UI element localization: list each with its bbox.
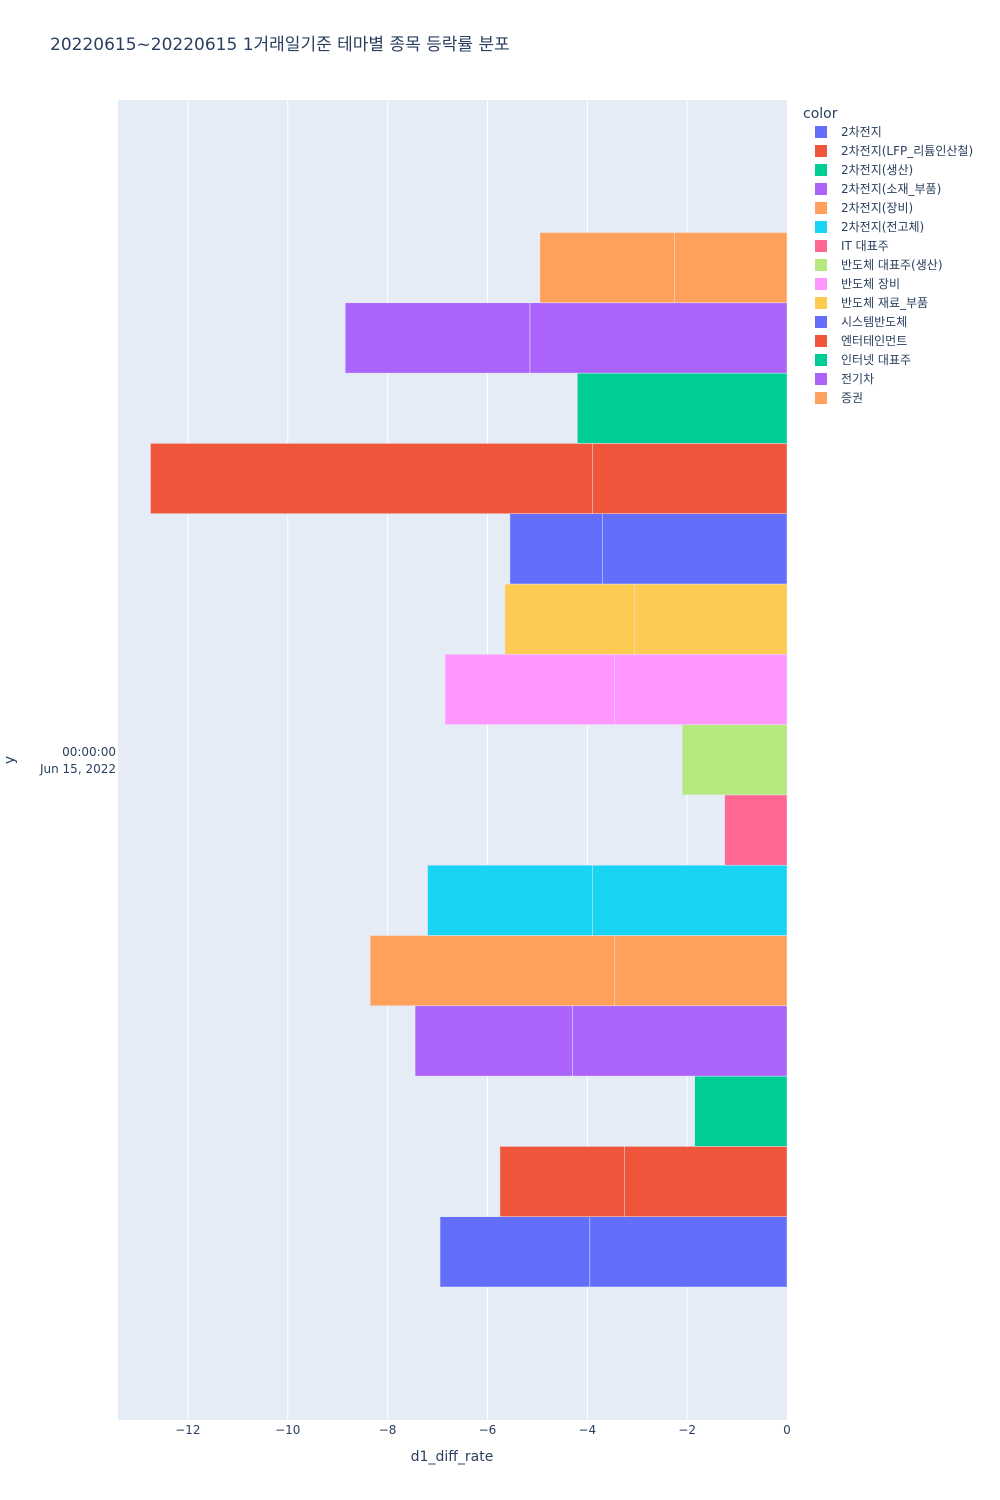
y-tick-time: 00:00:00 <box>62 745 116 759</box>
bar-segment[interactable] <box>724 794 788 866</box>
legend-item-label[interactable]: 반도체 대표주(생산) <box>841 258 943 272</box>
bar-segment[interactable] <box>369 935 616 1007</box>
bar-segment[interactable] <box>592 864 788 936</box>
x-tick-label: −4 <box>578 1423 596 1437</box>
bar-segment[interactable] <box>674 232 788 304</box>
legend-swatch[interactable] <box>815 183 827 195</box>
bar-segment[interactable] <box>414 1005 573 1077</box>
legend-item-label[interactable]: 2차전지 <box>841 125 882 139</box>
legend-item-label[interactable]: 증권 <box>841 391 863 405</box>
legend-item-label[interactable]: 전기차 <box>841 372 874 386</box>
legend-swatch[interactable] <box>815 126 827 138</box>
legend-item-label[interactable]: IT 대표주 <box>841 239 889 253</box>
bar-segment[interactable] <box>439 1216 591 1288</box>
bar-segment[interactable] <box>592 443 788 514</box>
legend-swatch[interactable] <box>815 335 827 347</box>
legend-swatch[interactable] <box>815 392 827 404</box>
bar-segment[interactable] <box>624 1146 788 1217</box>
legend-swatch[interactable] <box>815 316 827 328</box>
legend-title: color <box>803 106 838 122</box>
y-tick-date: Jun 15, 2022 <box>39 762 116 776</box>
x-tick-label: −6 <box>479 1423 497 1437</box>
bar-segment[interactable] <box>529 302 788 374</box>
legend-swatch[interactable] <box>815 354 827 366</box>
legend[interactable]: 2차전지 2차전지(LFP_리튬인산철) 2차전지(생산) 2차전지(소재_부품) 2차… <box>815 125 973 405</box>
bar-segment[interactable] <box>539 232 675 304</box>
bar-segment[interactable] <box>614 654 788 725</box>
bar-segment[interactable] <box>344 302 531 374</box>
legend-swatch[interactable] <box>815 202 827 214</box>
x-tick-label: 0 <box>783 1423 791 1437</box>
bar-segment[interactable] <box>614 935 788 1007</box>
legend-item-label[interactable]: 2차전지(전고체) <box>841 220 924 234</box>
x-tick-labels: −12 −10 −8 −6 −4 −2 0 <box>175 1423 791 1437</box>
bar-segment[interactable] <box>577 372 788 444</box>
bar-segment[interactable] <box>150 443 593 514</box>
legend-swatch[interactable] <box>815 145 827 157</box>
x-tick-label: −8 <box>379 1423 397 1437</box>
legend-item-label[interactable]: 인터넷 대표주 <box>841 353 911 367</box>
bar-segment[interactable] <box>602 513 788 585</box>
legend-item-label[interactable]: 반도체 장비 <box>841 277 900 291</box>
bar-segment[interactable] <box>681 724 788 796</box>
legend-swatch[interactable] <box>815 164 827 176</box>
x-tick-label: −2 <box>678 1423 696 1437</box>
bar-segment[interactable] <box>427 864 593 936</box>
bar-segment[interactable] <box>504 583 635 655</box>
legend-swatch[interactable] <box>815 240 827 252</box>
bar-segment[interactable] <box>589 1216 788 1288</box>
bar-segment[interactable] <box>572 1005 788 1077</box>
legend-swatch[interactable] <box>815 221 827 233</box>
bar-segment[interactable] <box>694 1075 788 1147</box>
x-tick-label: −12 <box>175 1423 200 1437</box>
bar-segment[interactable] <box>499 1146 625 1217</box>
legend-item-label[interactable]: 2차전지(장비) <box>841 201 913 215</box>
bar-segment[interactable] <box>634 583 788 655</box>
legend-item-label[interactable]: 2차전지(생산) <box>841 163 913 177</box>
legend-swatch[interactable] <box>815 259 827 271</box>
bars <box>150 232 788 1288</box>
legend-item-label[interactable]: 반도체 재료_부품 <box>841 296 928 310</box>
y-axis-title: y <box>2 756 18 764</box>
legend-swatch[interactable] <box>815 278 827 290</box>
legend-item-label[interactable]: 2차전지(LFP_리튬인산철) <box>841 144 973 158</box>
legend-item-label[interactable]: 시스템반도체 <box>841 315 907 329</box>
bar-segment[interactable] <box>509 513 603 585</box>
x-axis-title: d1_diff_rate <box>411 1449 494 1465</box>
legend-item-label[interactable]: 2차전지(소재_부품) <box>841 182 941 196</box>
legend-swatch[interactable] <box>815 373 827 385</box>
chart-title: 20220615~20220615 1거래일기준 테마별 종목 등락률 분포 <box>50 35 510 55</box>
x-tick-label: −10 <box>275 1423 300 1437</box>
legend-item-label[interactable]: 엔터테인먼트 <box>841 334 907 348</box>
bar-segment[interactable] <box>444 654 616 725</box>
legend-swatch[interactable] <box>815 297 827 309</box>
